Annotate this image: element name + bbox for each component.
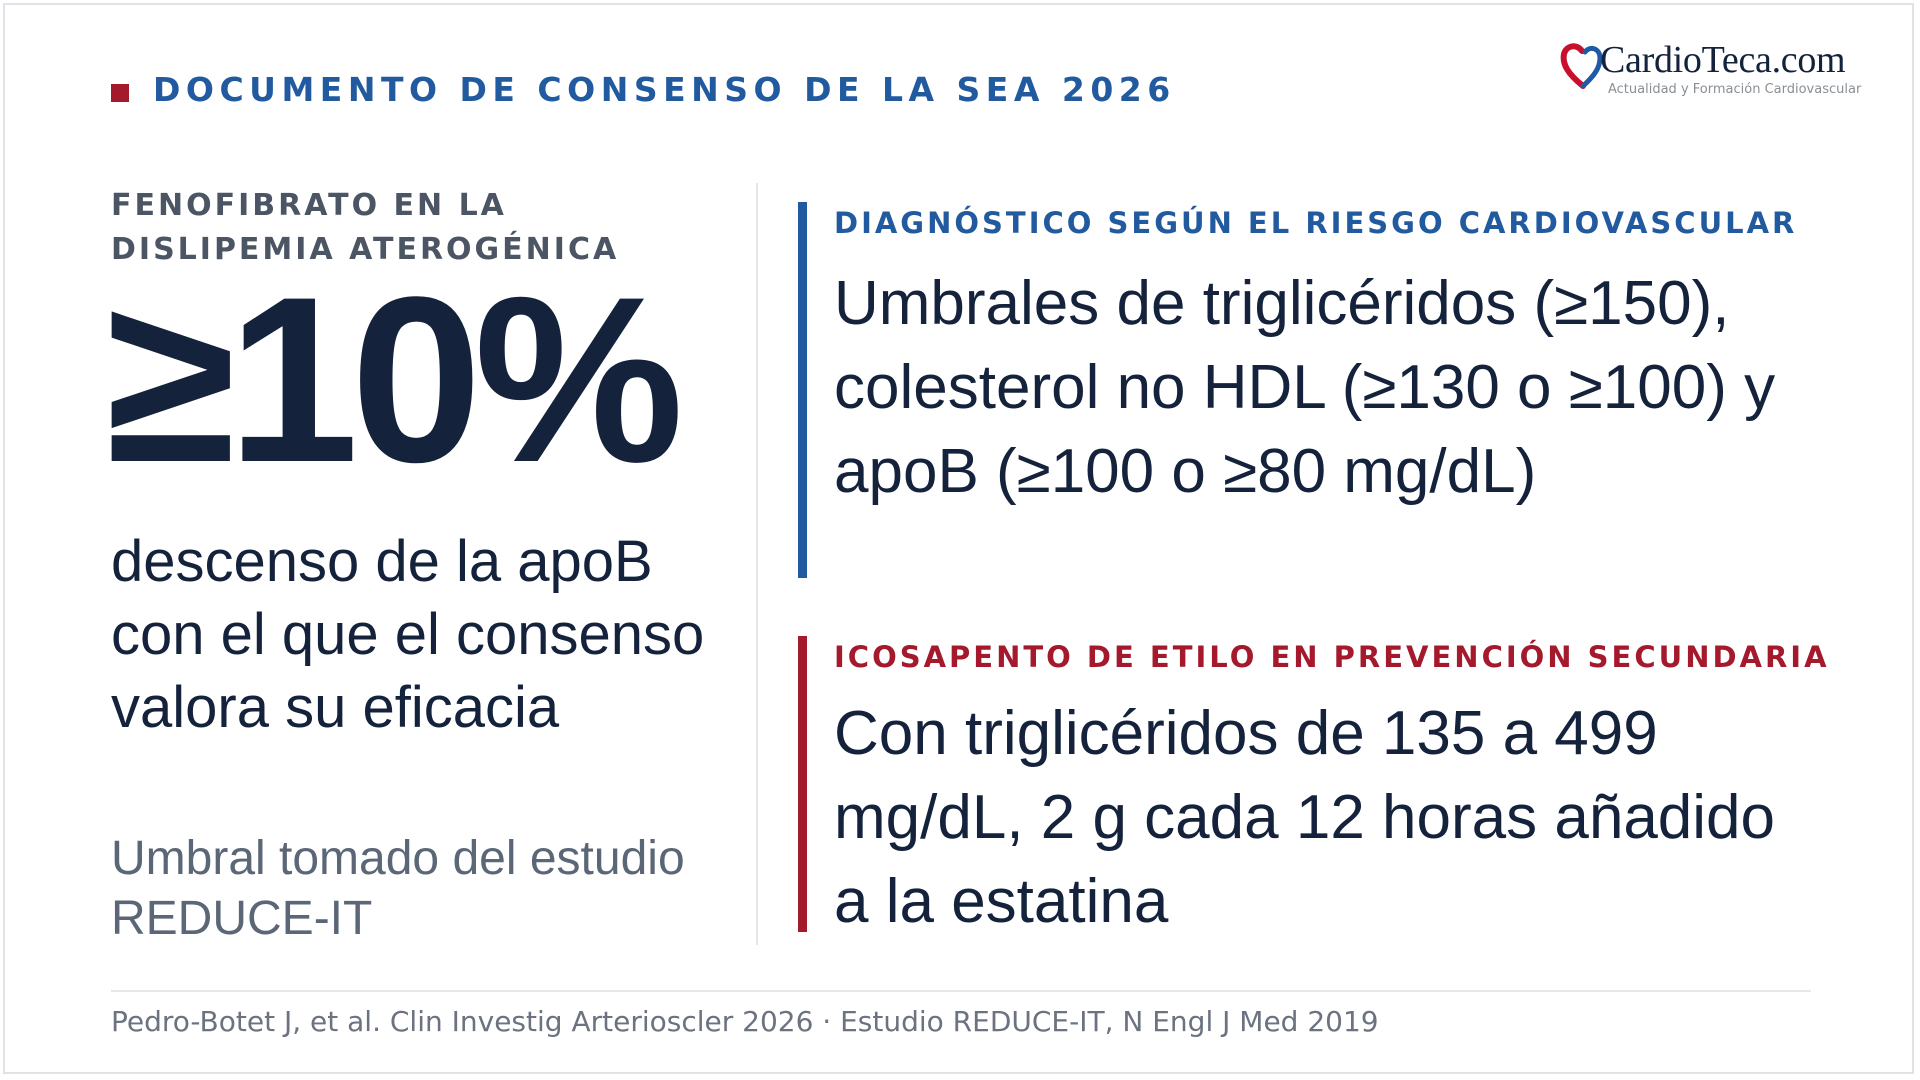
header-square-icon [111,84,129,102]
info-block-icosapent: ICOSAPENTO DE ETILO EN PREVENCIÓN SECUND… [798,636,1827,936]
key-statistic: ≥10% [106,248,684,512]
slide-frame [3,3,1914,1074]
block-text: Con triglicéridos de 135 a 499 mg/dL, 2 … [834,699,1776,936]
block-text: Umbrales de triglicéridos (≥150), colest… [834,269,1776,506]
statistic-note: Umbral tomado del estudio REDUCE-IT [111,832,685,945]
statistic-description: descenso de la apoB con el que el consen… [111,529,705,740]
logo-name: CardioTeca.com [1600,39,1846,81]
heart-logo-icon [1560,43,1603,89]
block-label: ICOSAPENTO DE ETILO EN PREVENCIÓN SECUND… [834,640,1830,674]
left-section-label: FENOFIBRATO EN LA DISLIPEMIA ATEROGÉNICA [111,188,620,267]
info-block-diagnosis: DIAGNÓSTICO SEGÚN EL RIESGO CARDIOVASCUL… [798,202,1798,578]
footer-citation: Pedro-Botet J, et al. Clin Investig Arte… [111,1005,1379,1038]
footer-divider [111,990,1811,992]
accent-bar-blue [798,202,807,578]
header-title: DOCUMENTO DE CONSENSO DE LA SEA 2026 [153,70,1176,109]
logo-tagline: Actualidad y Formación Cardiovascular [1608,82,1862,97]
column-divider [756,183,758,945]
cardioteca-logo: CardioTeca.com Actualidad y Formación Ca… [1560,38,1875,100]
accent-bar-red [798,636,807,932]
block-label: DIAGNÓSTICO SEGÚN EL RIESGO CARDIOVASCUL… [834,206,1798,240]
